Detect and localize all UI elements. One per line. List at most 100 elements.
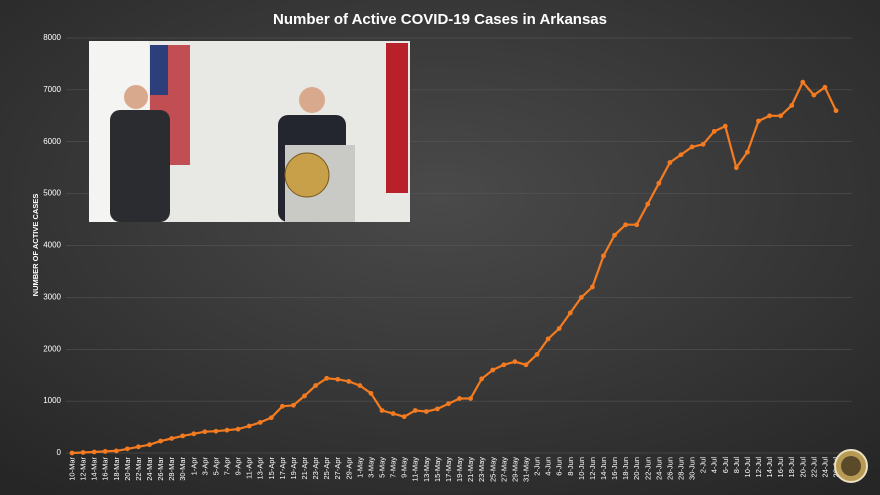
data-point [833, 108, 839, 114]
data-point [169, 436, 175, 441]
data-point [745, 149, 750, 155]
data-point [733, 165, 739, 171]
data-point [512, 359, 518, 365]
person-head [299, 87, 325, 113]
x-tick-label: 18-Jun [621, 457, 630, 480]
data-line [71, 81, 837, 455]
data-point [678, 152, 684, 158]
x-tick-label: 30-Mar [178, 457, 187, 481]
x-tick-label: 15-May [433, 457, 442, 482]
x-tick-label: 29-Apr [344, 457, 353, 480]
y-tick-label: 6000 [43, 137, 61, 146]
logo [834, 449, 868, 483]
data-point [235, 426, 241, 432]
data-point [412, 408, 418, 413]
data-point [401, 414, 407, 420]
x-tick-label: 17-May [444, 457, 453, 482]
x-tick-label: 30-Jun [688, 457, 697, 480]
x-tick-label: 21-Apr [300, 457, 309, 480]
data-point [479, 376, 485, 382]
data-point [700, 141, 706, 147]
x-tick-label: 26-Jun [665, 457, 674, 480]
x-tick-label: 7-Apr [223, 457, 232, 476]
data-point [468, 396, 474, 401]
x-tick-label: 22-Jun [643, 457, 652, 480]
data-point [147, 442, 152, 448]
x-tick-label: 9-May [400, 457, 409, 478]
x-tick-label: 23-May [477, 457, 486, 482]
person-head [124, 85, 148, 109]
data-point [335, 376, 341, 382]
x-tick-label: 20-Jul [798, 457, 807, 478]
person [110, 110, 170, 222]
data-point [556, 326, 562, 331]
data-point [567, 310, 573, 316]
x-tick-label: 21-May [466, 457, 475, 482]
x-tick-label: 12-Mar [79, 457, 88, 481]
data-point [457, 396, 462, 401]
video-inset [89, 41, 410, 222]
data-point [811, 92, 817, 98]
x-tick-label: 24-Jul [820, 457, 829, 478]
x-tick-label: 16-Jul [776, 457, 785, 478]
y-axis-label: NUMBER OF ACTIVE CASES [31, 194, 40, 297]
x-tick-label: 5-May [378, 457, 387, 478]
x-tick-label: 7-May [389, 457, 398, 478]
x-tick-label: 3-May [366, 457, 375, 478]
data-point [213, 428, 219, 434]
x-tick-label: 20-Jun [632, 457, 641, 480]
data-point [80, 450, 86, 455]
data-point [434, 406, 440, 412]
data-point [180, 433, 186, 439]
x-tick-label: 10-Jul [743, 457, 752, 478]
data-point [667, 160, 673, 165]
x-tick-label: 4-Jun [544, 457, 553, 476]
data-point [124, 446, 130, 452]
x-tick-label: 28-Jun [676, 457, 685, 480]
data-point [136, 444, 141, 450]
x-tick-label: 25-May [488, 457, 497, 482]
x-tick-label: 6-Jun [555, 457, 564, 476]
y-tick-label: 7000 [43, 85, 61, 94]
x-tick-label: 19-May [455, 457, 464, 482]
data-point [390, 411, 396, 416]
data-point [822, 84, 828, 90]
data-point [357, 383, 363, 388]
data-point [91, 449, 97, 455]
data-point [313, 383, 318, 388]
data-point [612, 232, 617, 238]
data-point [257, 419, 263, 425]
data-point [501, 362, 507, 368]
x-tick-label: 27-Apr [333, 457, 342, 480]
x-tick-label: 4-Jul [710, 457, 719, 474]
x-tick-label: 25-Apr [322, 457, 331, 480]
seal [284, 152, 330, 198]
data-point [645, 201, 651, 207]
data-point [324, 375, 330, 381]
x-tick-label: 13-May [422, 457, 431, 482]
data-point [246, 423, 252, 429]
y-tick-label: 8000 [43, 33, 61, 42]
x-tick-label: 12-Jun [588, 457, 597, 480]
data-point [656, 180, 662, 186]
chart-title: Number of Active COVID-19 Cases in Arkan… [273, 11, 607, 28]
x-tick-label: 1-May [355, 457, 364, 478]
logo-center [841, 456, 861, 476]
x-tick-label: 2-Jun [533, 457, 542, 476]
data-point [601, 253, 606, 259]
x-tick-label: 14-Mar [90, 457, 99, 481]
x-tick-label: 2-Jul [699, 457, 708, 474]
data-point [756, 118, 761, 124]
data-point [789, 103, 795, 108]
y-tick-label: 5000 [43, 189, 61, 198]
x-tick-label: 27-May [499, 457, 508, 482]
data-point [634, 222, 640, 228]
data-point [279, 403, 285, 409]
x-tick-label: 12-Jul [754, 457, 763, 478]
x-tick-label: 18-Mar [112, 457, 121, 481]
x-tick-label: 16-Mar [101, 457, 110, 481]
data-point [534, 352, 540, 357]
x-tick-label: 13-Apr [256, 457, 265, 480]
data-point [800, 79, 806, 85]
